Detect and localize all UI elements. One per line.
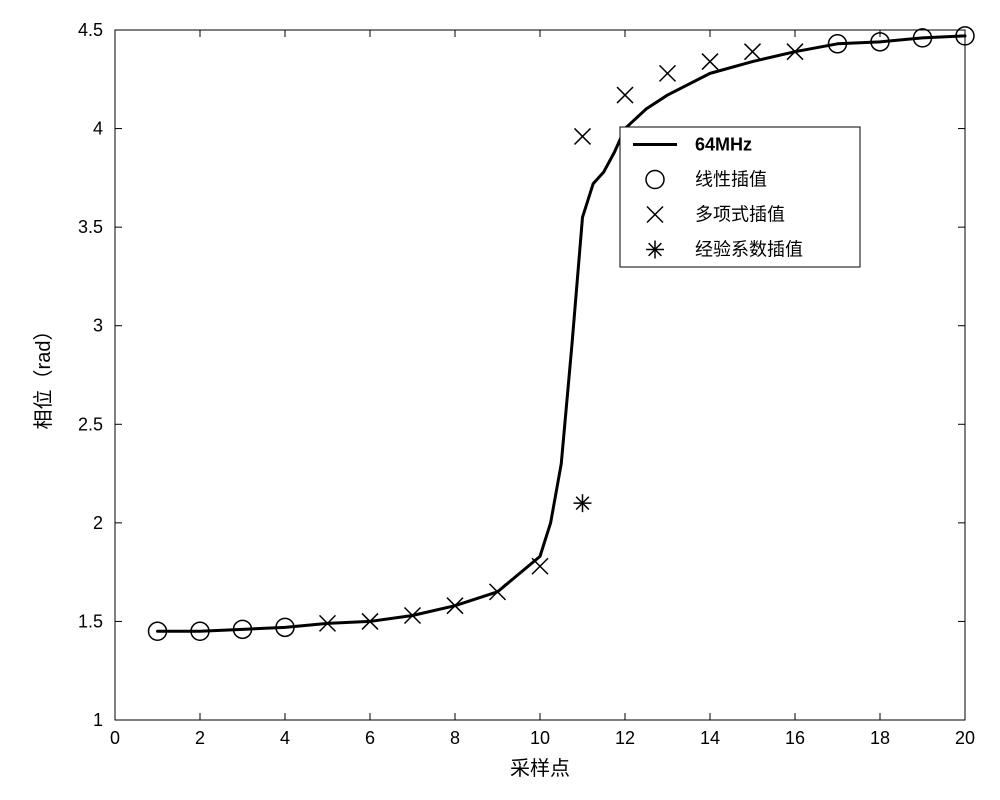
y-tick-label: 2.5 [78,414,103,434]
y-tick-label: 3 [93,316,103,336]
x-tick-label: 14 [700,728,720,748]
y-tick-label: 1.5 [78,611,103,631]
curve-64mhz [158,36,966,631]
y-tick-label: 2 [93,513,103,533]
y-tick-label: 4.5 [78,20,103,40]
x-axis-label: 采样点 [510,757,570,780]
x-tick-label: 2 [195,728,205,748]
x-tick-label: 20 [955,728,975,748]
x-tick-label: 6 [365,728,375,748]
legend-label: 线性插值 [695,170,767,190]
series-linear_interp [149,27,975,640]
legend-label: 多项式插值 [695,205,785,225]
y-tick-label: 3.5 [78,217,103,237]
phase-chart: 0 2 4 6 8 10 12 14 16 18 20 1 1.5 2 2.5 3 3.5 4 4.5 采样点 相位（r… [0,0,1000,800]
x-tick-label: 0 [110,728,120,748]
x-tick-label: 4 [280,728,290,748]
x-tick-label: 12 [615,728,635,748]
x-tick-label: 8 [450,728,460,748]
legend-label: 64MHz [695,135,752,155]
legend-label: 经验系数插值 [695,240,803,260]
legend-marker [646,241,664,259]
x-tick-label: 18 [870,728,890,748]
series-empirical_interp [574,494,592,512]
legend: 64MHz 线性插值多项式插值经验系数插值 [620,127,860,267]
y-tick-label: 1 [93,710,103,730]
x-tick-label: 10 [530,728,550,748]
x-tick-label: 16 [785,728,805,748]
y-axis-label: 相位（rad） [32,321,55,430]
chart-container: 0 2 4 6 8 10 12 14 16 18 20 1 1.5 2 2.5 3 3.5 4 4.5 采样点 相位（r… [0,0,1000,800]
y-tick-label: 4 [93,119,103,139]
